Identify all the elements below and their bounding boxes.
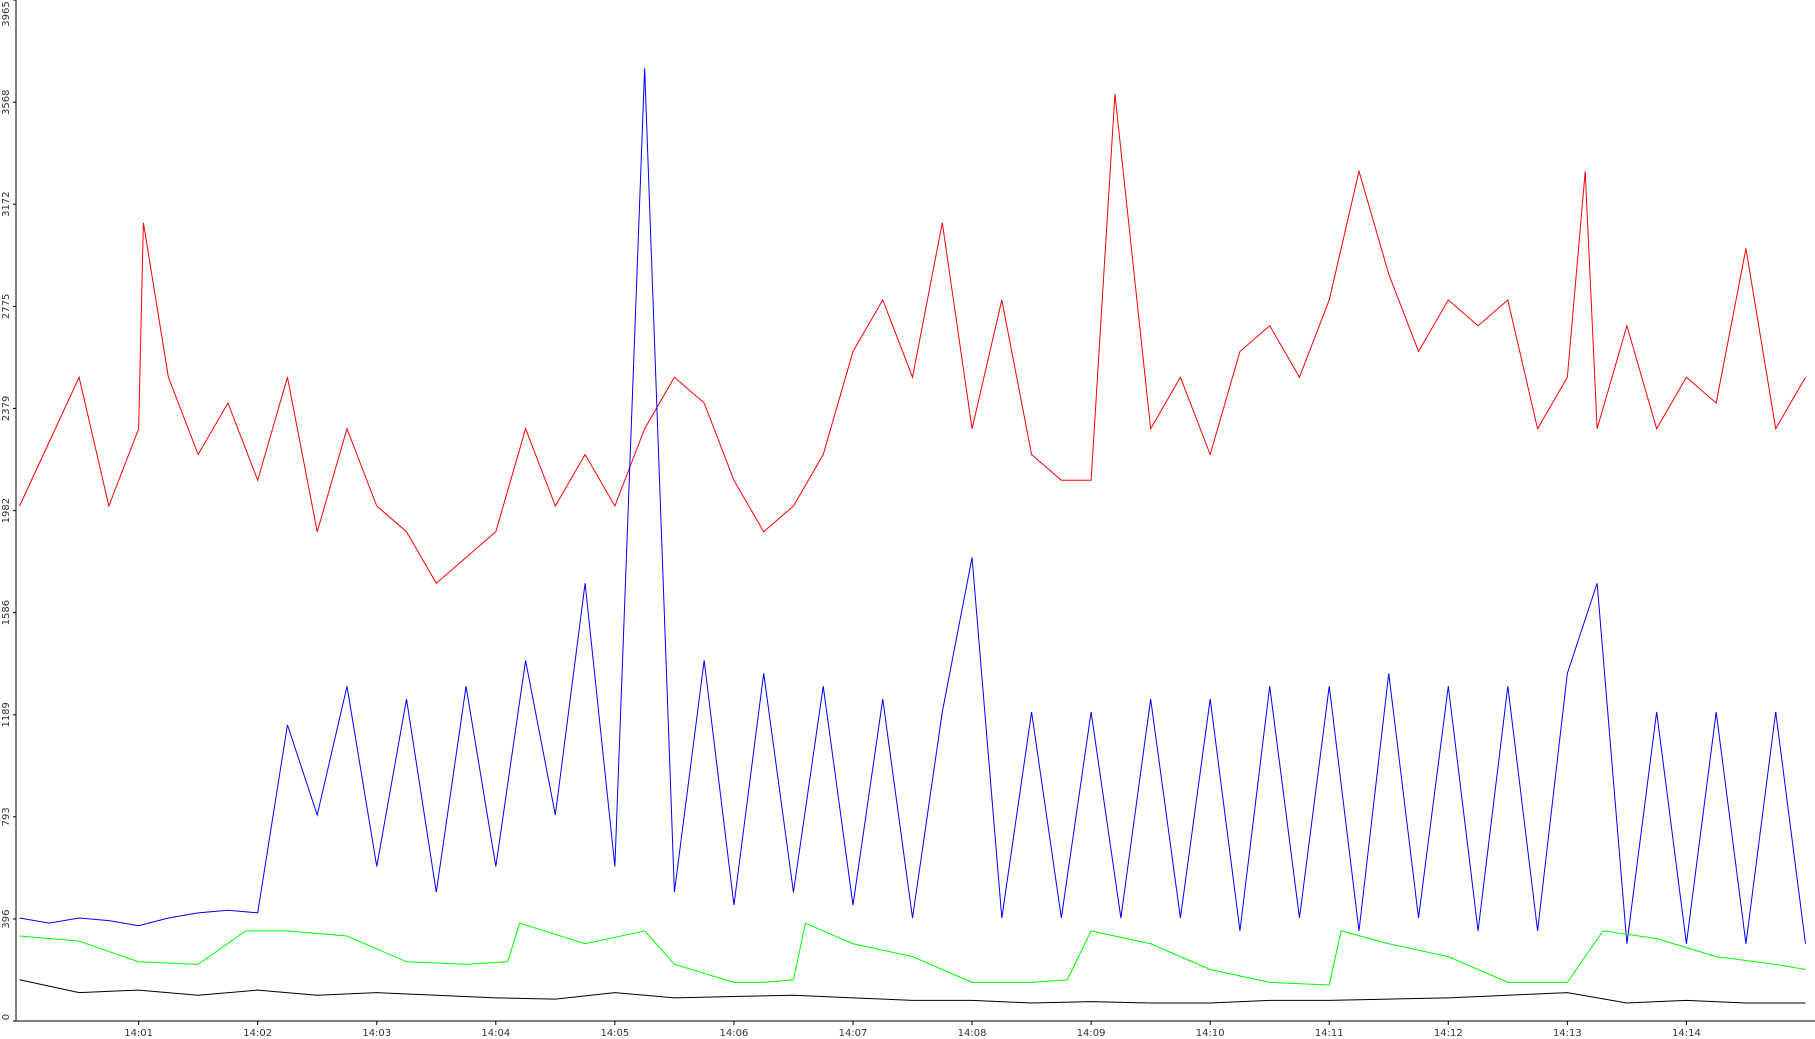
- x-tick-label: 14:01: [124, 1028, 153, 1039]
- y-tick-label: 1586: [1, 600, 12, 625]
- x-tick-label: 14:03: [362, 1028, 391, 1039]
- x-tick-label: 14:07: [839, 1028, 868, 1039]
- y-tick-label: 3568: [1, 90, 12, 115]
- x-tick-label: 14:05: [600, 1028, 629, 1039]
- x-tick-label: 14:13: [1553, 1028, 1582, 1039]
- x-tick-label: 14:11: [1315, 1028, 1344, 1039]
- y-tick-label: 1982: [1, 498, 12, 523]
- x-tick-label: 14:06: [720, 1028, 749, 1039]
- y-tick-label: 1189: [1, 702, 12, 727]
- x-tick-label: 14:14: [1672, 1028, 1701, 1039]
- x-tick-label: 14:04: [481, 1028, 510, 1039]
- x-tick-label: 14:12: [1434, 1028, 1463, 1039]
- y-tick-label: 3965: [1, 1, 12, 26]
- y-tick-label: 396: [1, 909, 12, 928]
- x-tick-label: 14:02: [243, 1028, 272, 1039]
- x-tick-label: 14:10: [1196, 1028, 1225, 1039]
- data-line: [19, 68, 1806, 944]
- y-tick-label: 793: [1, 807, 12, 826]
- y-tick-label: 2379: [1, 396, 12, 421]
- y-tick-label: 0: [1, 1014, 12, 1020]
- data-line: [19, 93, 1806, 585]
- y-tick-label: 2775: [1, 294, 12, 319]
- x-tick-label: 14:08: [958, 1028, 987, 1039]
- y-tick-label: 3172: [1, 191, 12, 216]
- x-tick-label: 14:09: [1077, 1028, 1106, 1039]
- data-line: [19, 922, 1806, 986]
- data-line: [19, 979, 1806, 1004]
